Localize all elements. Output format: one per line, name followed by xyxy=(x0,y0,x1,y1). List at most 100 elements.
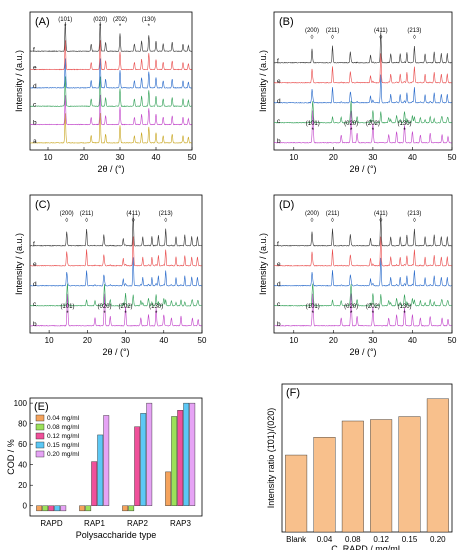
peak-label: (411) xyxy=(374,211,388,217)
x-tick-label: 10 xyxy=(289,336,298,345)
bar-RAPD-0 xyxy=(36,505,43,512)
x-axis-title: Polysaccharide type xyxy=(76,530,157,540)
peak-label: (2̄02) xyxy=(113,17,127,23)
bar-RAPD-1 xyxy=(42,505,49,512)
curve-label-d: d xyxy=(33,281,37,288)
peak-label: (411) xyxy=(374,28,388,34)
peak-label: (101) xyxy=(58,17,72,23)
peak-label: (211) xyxy=(326,211,340,217)
lower-peak-label: (130) xyxy=(398,304,412,310)
plot-frame xyxy=(273,194,453,334)
lower-peak-label: (2̄02) xyxy=(119,304,133,310)
legend-label: 0.12 mg/ml xyxy=(47,433,80,440)
bar-RAP2-4 xyxy=(146,402,153,506)
lower-peak-marker: * xyxy=(403,311,406,317)
bar-0.20 xyxy=(426,398,449,533)
y-tick-label: 0 xyxy=(23,502,28,511)
y-tick-label: 20 xyxy=(18,481,27,490)
x-tick-label: 20 xyxy=(80,153,89,162)
bar-RAP1-2 xyxy=(91,461,98,506)
x-tick-label: 10 xyxy=(44,153,53,162)
y-tick-label: 80 xyxy=(18,420,27,429)
panel-label: (C) xyxy=(35,199,50,211)
x-tick-label: 30 xyxy=(116,153,125,162)
lower-peak-marker: * xyxy=(66,311,69,317)
legend-swatch xyxy=(35,432,45,440)
curve-label-e: e xyxy=(277,261,281,268)
peak-label: (411) xyxy=(126,211,140,217)
curve-label-d: d xyxy=(33,83,37,90)
curve-f xyxy=(273,214,452,247)
y-axis-title: Intensity / (a.u.) xyxy=(14,233,24,295)
curve-label-d: d xyxy=(277,98,281,105)
x-tick-label: 20 xyxy=(329,153,338,162)
lower-peak-marker: * xyxy=(350,311,353,317)
lower-peak-marker: * xyxy=(372,128,375,134)
lower-peak-marker: * xyxy=(312,128,315,134)
lower-peak-label: (2̄02) xyxy=(366,304,380,310)
x-tick-label: RAP2 xyxy=(127,519,148,528)
peak-label: (130) xyxy=(142,17,156,23)
plot-frame xyxy=(29,194,203,334)
peak-label: (211) xyxy=(80,211,94,217)
plot-frame xyxy=(29,11,193,151)
xrd-panel-0: 10 20 30 40 50 2θ / (°) Intensity / (a.u.) (A) a… xyxy=(14,11,197,174)
x-axis-title: 2θ / (°) xyxy=(349,164,376,174)
bar-RAP1-1 xyxy=(85,505,92,512)
bar-RAP3-0 xyxy=(165,471,172,506)
bar-Blank xyxy=(285,454,308,533)
peak-marker: ◊ xyxy=(132,217,135,224)
plot-frame xyxy=(273,11,453,151)
peak-marker: ◊ xyxy=(331,34,334,41)
curve-label-f: f xyxy=(33,46,35,53)
lower-peak-label: (020) xyxy=(98,304,112,310)
peak-marker: ◊ xyxy=(413,34,416,41)
curve-label-e: e xyxy=(33,65,37,72)
legend-swatch xyxy=(35,441,45,449)
x-tick-label: 40 xyxy=(159,336,168,345)
y-axis-title: Intensity / (a.u.) xyxy=(258,233,268,295)
y-axis-title: Intensity ratio (1̄01)/(020) xyxy=(266,408,276,509)
lower-peak-label: (130) xyxy=(149,304,163,310)
lower-peak-marker: * xyxy=(350,128,353,134)
x-tick-label: 30 xyxy=(121,336,130,345)
x-tick-label: 50 xyxy=(448,336,457,345)
panel-label: (E) xyxy=(34,401,49,413)
bar-RAPD-2 xyxy=(48,505,55,512)
curve-c xyxy=(29,283,202,307)
curve-c xyxy=(273,283,452,307)
x-tick-label: 20 xyxy=(329,336,338,345)
curve-label-b: b xyxy=(277,321,281,328)
x-tick-label: RAP1 xyxy=(84,519,105,528)
curve-label-c: c xyxy=(277,118,281,125)
peak-marker: * xyxy=(148,24,151,30)
curve-label-b: b xyxy=(277,138,281,145)
curve-label-f: f xyxy=(277,58,279,65)
peak-label: (200) xyxy=(305,28,319,34)
curve-label-e: e xyxy=(277,78,281,85)
panel-label: (F) xyxy=(286,387,300,399)
lower-peak-marker: * xyxy=(372,311,375,317)
curve-f xyxy=(29,21,192,52)
curve-a xyxy=(30,113,192,144)
x-tick-label: 50 xyxy=(448,153,457,162)
peak-marker: ◊ xyxy=(85,217,88,224)
curve-f xyxy=(273,32,452,64)
bar-RAP3-4 xyxy=(189,402,196,506)
lower-peak-marker: * xyxy=(155,311,158,317)
x-tick-label: 50 xyxy=(198,336,207,345)
peak-label: (200) xyxy=(60,211,74,217)
curve-b xyxy=(273,110,452,144)
lower-peak-label: (020) xyxy=(344,121,358,127)
curve-e xyxy=(29,236,202,267)
curve-e xyxy=(273,53,452,84)
curve-label-c: c xyxy=(33,101,37,108)
x-tick-label: 0.15 xyxy=(402,535,418,544)
curve-f xyxy=(29,214,202,247)
y-axis-title: Intensity / (a.u.) xyxy=(258,50,268,112)
peak-label: (200) xyxy=(305,211,319,217)
bar-panel-e: 0 20 40 60 80 100 RAPD RAP1 RAP2 RAP3 Polysacchari… xyxy=(6,397,203,540)
curve-label-d: d xyxy=(277,281,281,288)
peak-marker: ◊ xyxy=(331,217,334,224)
